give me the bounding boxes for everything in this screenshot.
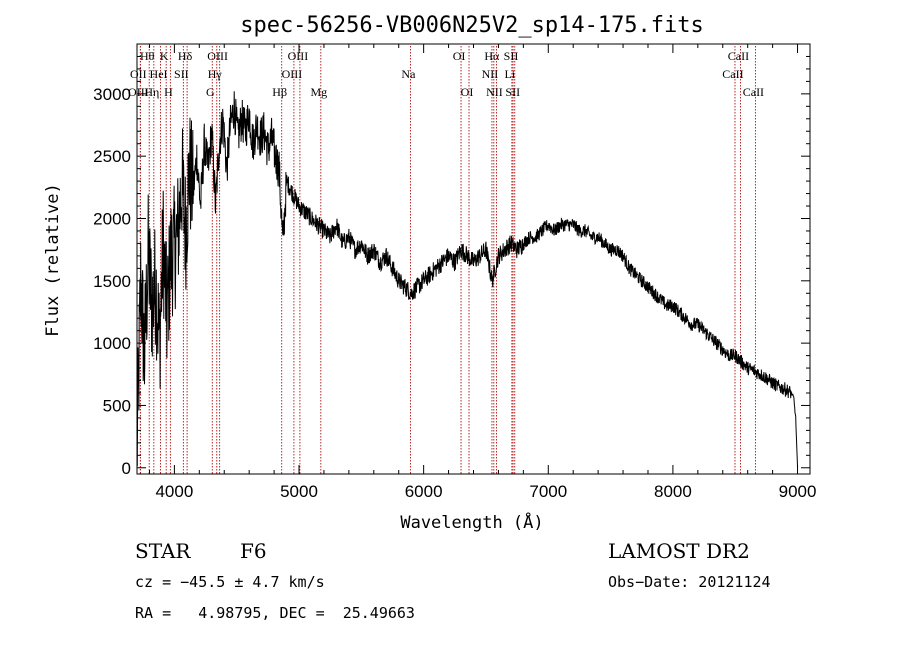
y-tick-label: 3000 [93, 85, 131, 104]
spectral-line-label: Hθ [140, 49, 155, 63]
x-tick-label: 9000 [779, 482, 817, 501]
spectral-line-label: Mg [310, 85, 327, 99]
object-subclass: F6 [240, 539, 267, 563]
x-tick-label: 8000 [654, 482, 692, 501]
spectral-line-label: NII [486, 85, 503, 99]
spectral-line-label: OI [453, 49, 466, 63]
x-tick-label: 7000 [529, 482, 567, 501]
x-tick-label: 4000 [155, 482, 193, 501]
y-tick-label: 1000 [93, 334, 131, 353]
spectral-line-label: SII [504, 49, 519, 63]
observation-date: Obs−Date: 20121124 [608, 573, 771, 591]
y-tick-label: 2500 [93, 147, 131, 166]
spectral-line-label: OIII [288, 49, 309, 63]
x-axis-label: Wavelength (Å) [400, 511, 543, 533]
redshift-velocity: cz = −45.5 ± 4.7 km/s [135, 573, 325, 591]
spectral-line-label: OIII [282, 67, 303, 81]
y-axis-label: Flux (relative) [43, 183, 63, 337]
object-class: STAR [135, 539, 191, 563]
spectral-line-label: Na [401, 67, 416, 81]
spectral-line-label: OII [130, 67, 147, 81]
spectral-line-label: CaII [743, 85, 764, 99]
spectral-line-label: SII [505, 85, 520, 99]
spectral-line-label: HeI [150, 67, 168, 81]
spectral-line-label: G [206, 85, 215, 99]
spectrum-series [136, 91, 798, 468]
y-tick-label: 0 [122, 459, 131, 478]
spectral-line-label: H [164, 85, 173, 99]
y-tick-label: 1500 [93, 272, 131, 291]
spectral-line-label: CaII [722, 67, 743, 81]
spectral-line-label: OIII [128, 85, 149, 99]
spectral-line-label: Hα [484, 49, 500, 63]
spectral-line-label: Hη [144, 85, 159, 99]
y-tick-label: 2000 [93, 209, 131, 228]
chart-title: spec-56256-VB006N25V2_sp14-175.fits [240, 13, 704, 38]
spectral-line-label: NII [482, 67, 499, 81]
spectrum-line [136, 91, 798, 468]
spectral-line-label: OI [461, 85, 474, 99]
spectral-line-label: Hβ [272, 85, 287, 99]
spectral-line-label: Hγ [208, 67, 223, 81]
spectral-line-label: K [160, 49, 169, 63]
x-tick-label: 5000 [280, 482, 318, 501]
spectral-line-label: Li [505, 67, 516, 81]
spectral-line-label: SII [174, 67, 189, 81]
x-tick-label: 6000 [405, 482, 443, 501]
survey-name: LAMOST DR2 [608, 539, 750, 563]
spectral-line-label: OIII [207, 49, 228, 63]
ra-dec-coordinates: RA = 4.98795, DEC = 25.49663 [135, 604, 415, 622]
y-tick-label: 500 [103, 396, 131, 415]
spectral-line-label: CaII [728, 49, 749, 63]
spectral-line-label: Hδ [178, 49, 193, 63]
axis-ticks: 4000 5000 6000 7000 8000 9000 0 500 1000 1500 2000… [93, 44, 816, 501]
